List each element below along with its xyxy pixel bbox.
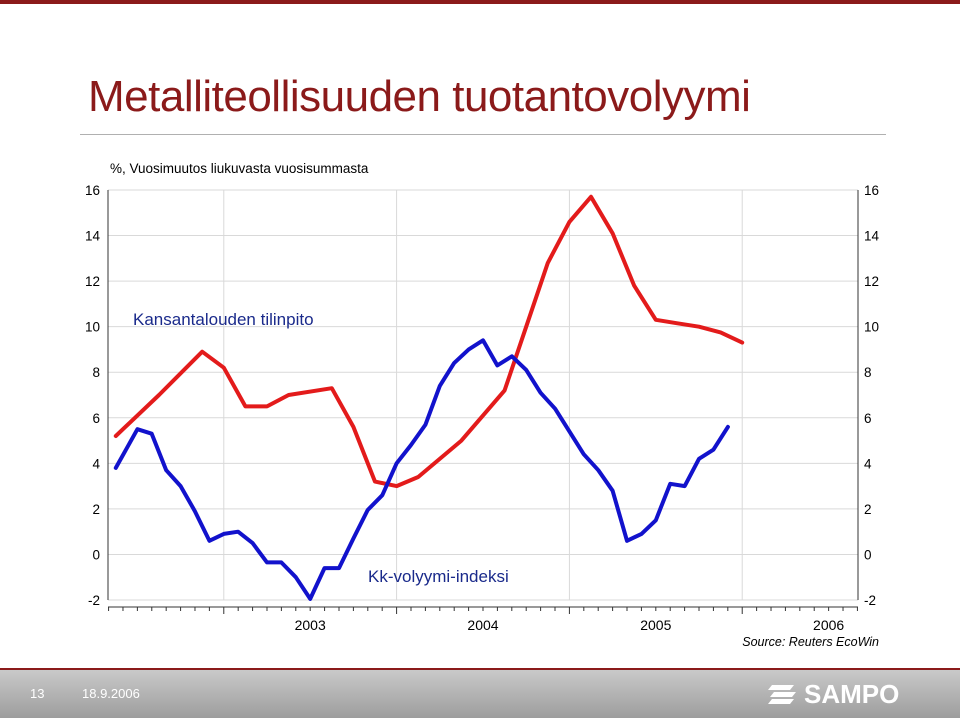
annotation-kk-volyymi-indeksi: Kk-volyymi-indeksi (368, 567, 509, 586)
y-axis-label: %, Vuosimuutos liukuvasta vuosisummasta (110, 161, 369, 176)
y-tick-label-left: 16 (85, 183, 100, 198)
line-chart: -2 0 2 4 6 8 10 12 14 16 -2 0 2 4 6 8 10 12 14 16 2003 2004… (85, 161, 880, 649)
y-tick-label-left: 12 (85, 274, 100, 289)
series-line-kk-volyymi-indeksi (113, 338, 730, 601)
slide-number: 13 (30, 686, 45, 701)
footer-bar: 13 18.9.2006 SAMPO (0, 668, 960, 718)
gridlines (108, 189, 858, 601)
chart-container: -2 0 2 4 6 8 10 12 14 16 -2 0 2 4 6 8 10 12 14 16 2003 2004… (0, 140, 960, 660)
source-note: Source: Reuters EcoWin (742, 635, 879, 649)
top-accent-bar (0, 0, 960, 4)
y-tick-label-left: 0 (92, 547, 100, 562)
sampo-logo-icon (768, 685, 796, 704)
y-tick-label-right: -2 (864, 593, 876, 608)
series-lines (113, 194, 745, 601)
x-tick-label: 2006 (813, 617, 844, 633)
y-tick-labels-right: -2 0 2 4 6 8 10 12 14 16 (864, 183, 880, 608)
annotation-kansantalouden-tilinpito: Kansantalouden tilinpito (133, 310, 314, 329)
y-tick-label-right: 0 (864, 547, 872, 562)
y-tick-label-right: 8 (864, 365, 872, 380)
axes (107, 190, 859, 614)
x-tick-labels: 2003 2004 2005 2006 (295, 617, 845, 633)
y-tick-label-right: 10 (864, 320, 879, 335)
series-line-kansantalouden-tilinpito (113, 194, 745, 489)
y-tick-label-right: 14 (864, 229, 880, 244)
sampo-logo: SAMPO (768, 679, 900, 709)
y-tick-labels-left: -2 0 2 4 6 8 10 12 14 16 (85, 183, 101, 608)
y-tick-label-left: 2 (92, 502, 100, 517)
y-tick-label-left: -2 (88, 593, 100, 608)
y-tick-label-left: 10 (85, 320, 100, 335)
y-tick-label-right: 2 (864, 502, 872, 517)
y-tick-label-left: 4 (92, 456, 100, 471)
y-tick-label-left: 14 (85, 229, 101, 244)
slide-title: Metalliteollisuuden tuotantovolyymi (88, 72, 751, 121)
y-tick-label-right: 4 (864, 456, 872, 471)
y-tick-label-left: 8 (92, 365, 100, 380)
slide-date: 18.9.2006 (82, 686, 140, 701)
x-tick-label: 2004 (467, 617, 498, 633)
y-tick-label-right: 6 (864, 411, 872, 426)
y-tick-label-left: 6 (92, 411, 100, 426)
y-tick-label-right: 16 (864, 183, 879, 198)
x-tick-label: 2005 (640, 617, 671, 633)
title-divider (80, 134, 886, 135)
x-tick-label: 2003 (295, 617, 326, 633)
sampo-logo-text: SAMPO (804, 679, 900, 709)
y-tick-label-right: 12 (864, 274, 879, 289)
